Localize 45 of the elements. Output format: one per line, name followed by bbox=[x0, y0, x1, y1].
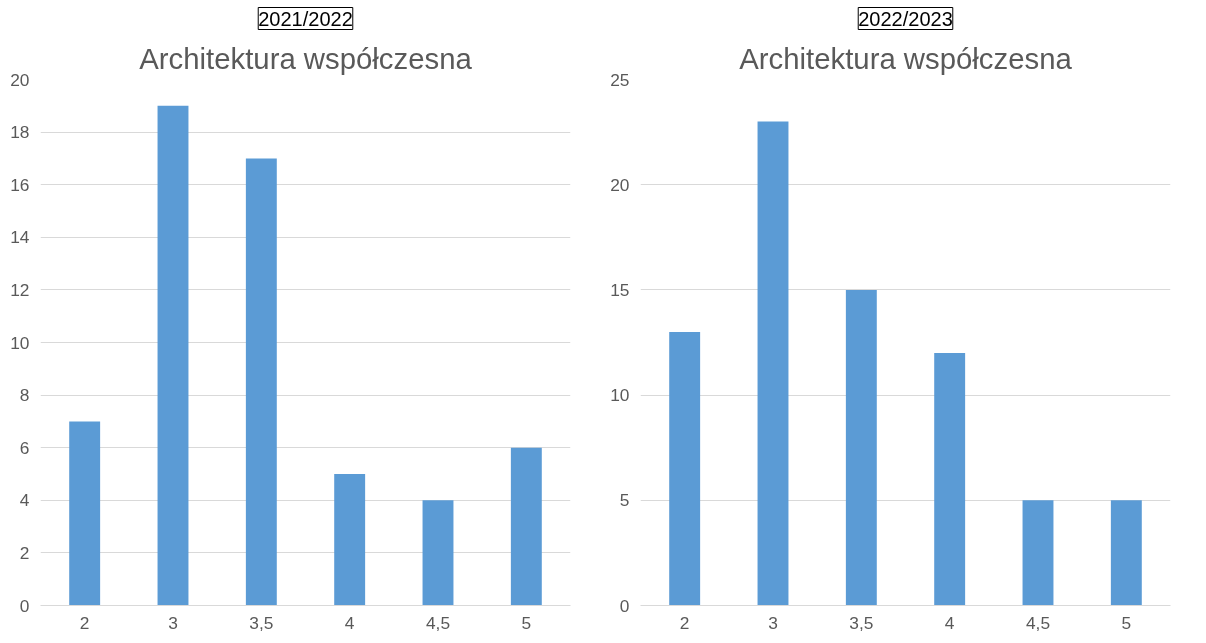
bar bbox=[669, 331, 701, 606]
bar bbox=[334, 474, 366, 606]
chart-subtitle: 2021/2022 bbox=[258, 7, 353, 30]
x-tick-label: 2 bbox=[79, 612, 90, 633]
y-tick-label: 10 bbox=[10, 332, 30, 353]
chart-title: Architektura współczesna bbox=[139, 41, 473, 75]
x-tick-label: 2 bbox=[679, 612, 690, 633]
x-tick-label: 4,5 bbox=[1025, 612, 1051, 633]
y-tick-label: 10 bbox=[610, 385, 630, 406]
y-tick-label: 12 bbox=[10, 279, 30, 300]
y-tick-label: 14 bbox=[10, 227, 30, 248]
bar bbox=[757, 121, 789, 606]
chart-subtitle: 2022/2023 bbox=[858, 7, 953, 30]
y-tick-label: 6 bbox=[19, 437, 30, 458]
bar bbox=[934, 353, 966, 606]
y-tick-label: 2 bbox=[19, 542, 30, 563]
x-tick-label: 3 bbox=[768, 612, 778, 633]
y-tick-label: 16 bbox=[10, 174, 30, 195]
x-tick-label: 3,5 bbox=[849, 612, 874, 633]
y-tick-label: 20 bbox=[610, 174, 630, 195]
y-tick-label: 25 bbox=[610, 69, 630, 90]
y-tick-label: 15 bbox=[610, 279, 630, 300]
bar bbox=[1110, 500, 1142, 606]
y-tick-label: 5 bbox=[619, 490, 630, 511]
x-tick-label: 3 bbox=[168, 612, 178, 633]
bar bbox=[69, 421, 101, 606]
x-tick-label: 4 bbox=[344, 612, 355, 633]
x-tick-label: 3,5 bbox=[249, 612, 274, 633]
bar bbox=[157, 105, 189, 606]
bar bbox=[245, 158, 277, 606]
y-tick-label: 4 bbox=[19, 490, 30, 511]
x-tick-label: 5 bbox=[521, 612, 532, 633]
bar bbox=[1022, 500, 1054, 606]
y-tick-label: 8 bbox=[19, 385, 30, 406]
x-tick-label: 4,5 bbox=[425, 612, 451, 633]
x-tick-label: 5 bbox=[1121, 612, 1132, 633]
y-tick-label: 20 bbox=[10, 69, 30, 90]
bar bbox=[510, 447, 542, 606]
bar bbox=[422, 500, 454, 606]
y-tick-label: 0 bbox=[619, 595, 630, 616]
chart-title: Architektura współczesna bbox=[739, 41, 1073, 75]
bar bbox=[845, 289, 877, 606]
y-tick-label: 18 bbox=[10, 122, 30, 143]
y-tick-label: 0 bbox=[19, 595, 30, 616]
x-tick-label: 4 bbox=[944, 612, 955, 633]
